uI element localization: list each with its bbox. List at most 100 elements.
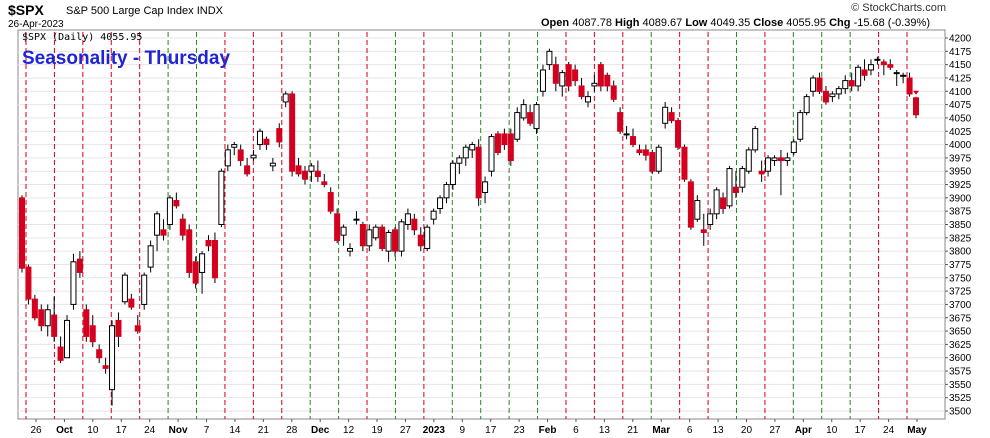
candle-body: [173, 200, 180, 207]
candle-body: [224, 149, 231, 167]
candle-body: [25, 266, 32, 300]
candle-body: [128, 298, 135, 308]
candle-body: [141, 274, 148, 305]
candle-body: [192, 261, 199, 284]
candle-body: [250, 154, 257, 159]
x-tick-label: 17: [116, 425, 128, 436]
x-tick-label: 26: [30, 425, 42, 436]
candle-body: [771, 157, 778, 162]
chart-credit: © StockCharts.com: [851, 2, 946, 14]
candle-body: [533, 104, 540, 130]
candle-body: [38, 309, 45, 327]
description-text: S&P 500 Large Cap Index: [66, 5, 194, 17]
candle-body: [745, 149, 752, 172]
x-tick-label: 14: [229, 425, 241, 436]
candle-body: [842, 80, 849, 90]
candle-body: [199, 253, 206, 273]
chart-date: 26-Apr-2023: [8, 19, 64, 30]
x-tick-label: Oct: [56, 425, 73, 436]
candle-body: [720, 197, 727, 210]
x-tick-label: 10: [87, 425, 99, 436]
y-tick-label: 3800: [949, 247, 972, 258]
candle-body: [89, 325, 96, 343]
y-tick-label: 4150: [949, 60, 972, 71]
candle-body: [115, 319, 122, 337]
x-tick-label: 24: [144, 425, 156, 436]
low-label: Low: [685, 17, 708, 29]
candle-body: [430, 210, 437, 220]
high-value: 4089.67: [642, 17, 683, 29]
candle-body: [134, 325, 141, 332]
candle-body: [900, 74, 907, 77]
candle-body: [803, 96, 810, 114]
chart-title: Seasonality - Thursday: [22, 48, 230, 69]
candle-body: [417, 234, 424, 247]
candle-body: [392, 229, 399, 252]
price-legend: $SPX (Daily) 4055.95: [22, 32, 142, 43]
candle-body: [147, 245, 154, 268]
candle-body: [205, 239, 212, 247]
candle-body: [835, 88, 842, 95]
candle-body: [752, 128, 759, 151]
y-tick-label: 4075: [949, 100, 972, 111]
x-tick-label: Dec: [311, 425, 330, 436]
candle-body: [334, 213, 341, 241]
candle-body: [765, 157, 772, 172]
last-price-marker-icon: [913, 90, 919, 95]
candle-body: [301, 170, 309, 180]
candle-body: [617, 112, 624, 132]
candle-body: [629, 136, 637, 146]
candle-body: [668, 112, 675, 122]
candle-body: [289, 93, 296, 172]
candle-body: [623, 133, 630, 136]
candle-body: [475, 146, 482, 199]
x-tick-label: 13: [713, 425, 725, 436]
candle-body: [572, 69, 579, 82]
candle-body: [437, 197, 444, 210]
y-tick-label: 3825: [949, 233, 972, 244]
candle-body: [327, 192, 334, 212]
candle-body: [314, 170, 321, 178]
x-tick-label: 21: [627, 425, 639, 436]
x-tick-label: 7: [204, 425, 210, 436]
candle-body: [353, 218, 360, 221]
candle-body: [816, 77, 823, 92]
x-axis-ticks: 26 Oct 10 17 24 Nov 7 14 21 28 Dec 12 19 27 2023 9 17 23 F…: [30, 419, 927, 436]
candle-body: [494, 133, 501, 154]
y-tick-label: 4000: [949, 140, 972, 151]
x-tick-label: 2023: [423, 425, 446, 436]
candle-body: [687, 181, 694, 228]
y-tick-label: 4050: [949, 113, 972, 124]
candle-body: [874, 58, 881, 61]
candle-body: [649, 152, 656, 172]
candle-body: [70, 261, 77, 305]
candle-body: [31, 298, 38, 319]
x-tick-label: 28: [286, 425, 298, 436]
y-tick-label: 3725: [949, 287, 972, 298]
close-value: 4055.95: [786, 17, 827, 29]
candle-body: [121, 274, 128, 303]
candle-body: [366, 229, 373, 247]
candle-body: [758, 170, 765, 175]
candle-body: [308, 165, 315, 172]
candle-body: [906, 77, 913, 95]
y-tick-label: 4100: [949, 87, 972, 98]
y-tick-label: 3600: [949, 353, 972, 364]
candle-body: [424, 226, 431, 249]
candle-body: [591, 82, 598, 87]
y-tick-label: 4125: [949, 73, 972, 84]
candle-body: [64, 319, 71, 359]
candle-body: [681, 146, 688, 180]
candle-body: [44, 309, 51, 327]
candle-body: [179, 218, 186, 236]
candle-body: [282, 93, 289, 103]
candle-body: [810, 77, 817, 92]
candle-body: [887, 64, 894, 68]
x-tick-label: 17: [855, 425, 867, 436]
candle-body: [694, 200, 701, 220]
candle-body: [231, 144, 238, 148]
candle-body: [359, 224, 366, 247]
high-label: High: [615, 17, 640, 29]
candle-body: [604, 74, 611, 87]
